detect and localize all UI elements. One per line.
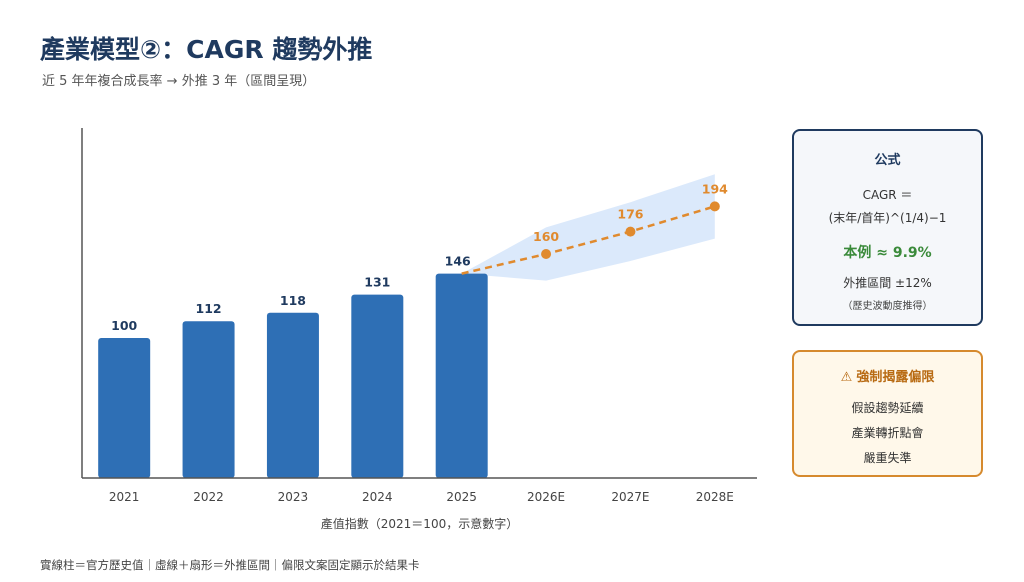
- projection-point: [541, 249, 552, 259]
- bar: [266, 312, 319, 478]
- data-label: 194: [702, 181, 728, 196]
- data-label: 146: [445, 254, 471, 269]
- x-tick-label: 2027E: [611, 490, 649, 504]
- x-tick-label: 2021: [109, 490, 140, 504]
- limitation-card-title: 強制揭露偏限: [856, 370, 935, 385]
- x-tick-label: 2023: [278, 490, 309, 504]
- warning-triangle-icon: ⚠: [840, 370, 853, 385]
- x-tick-label: 2028E: [696, 490, 734, 504]
- x-tick-label: 2022: [193, 490, 224, 504]
- x-axis-label: 產值指數（2021＝100，示意數字）: [321, 516, 518, 531]
- data-label: 112: [196, 301, 222, 316]
- data-label: 100: [111, 318, 137, 333]
- data-label: 118: [280, 293, 306, 308]
- limitation-item: 假設趨勢延續: [851, 401, 924, 415]
- projection-point: [709, 201, 720, 212]
- limitation-card-header: ⚠ 強制揭露偏限: [794, 366, 981, 385]
- x-tick-label: 2026E: [527, 490, 565, 504]
- bar: [182, 321, 235, 478]
- footnote: 實線柱＝官方歷史值｜虛線＋扇形＝外推區間｜偏限文案固定顯示於結果卡: [40, 558, 420, 572]
- bar: [435, 273, 488, 478]
- limitation-item: 嚴重失準: [863, 451, 912, 465]
- limitation-card: ⚠ 強制揭露偏限 假設趨勢延續 產業轉折點會 嚴重失準: [792, 350, 983, 477]
- bar: [351, 294, 404, 478]
- data-label: 131: [364, 275, 390, 290]
- projection-range: 外推區間 ±12%: [843, 276, 932, 290]
- bar: [98, 338, 151, 478]
- limitation-item: 產業轉折點會: [851, 426, 924, 440]
- range-basis-note: （歷史波動度推得）: [842, 301, 933, 312]
- cagr-example: 本例 ≈ 9.9%: [843, 245, 932, 261]
- cagr-chart: 100 112 118 131 146 160 176 194 2021 2022 2023 2024…: [81, 128, 757, 531]
- projection-band: [461, 174, 715, 281]
- formula-line-1: CAGR ＝: [862, 188, 913, 202]
- data-label: 160: [533, 229, 559, 244]
- x-tick-label: 2025: [446, 490, 477, 504]
- formula-card-title: 公式: [874, 153, 901, 168]
- projection-line: [461, 205, 716, 275]
- formula-card: 公式 CAGR ＝ (末年/首年)^(1/4)−1 本例 ≈ 9.9% 外推區間…: [792, 129, 983, 326]
- x-tick-label: 2024: [362, 490, 393, 504]
- page-subtitle: 近 5 年年複合成長率 → 外推 3 年（區間呈現）: [42, 74, 316, 89]
- data-label: 176: [617, 207, 643, 222]
- formula-line-2: (末年/首年)^(1/4)−1: [828, 211, 947, 225]
- page-title: 產業模型②：CAGR 趨勢外推: [40, 35, 373, 64]
- projection-point: [625, 226, 636, 237]
